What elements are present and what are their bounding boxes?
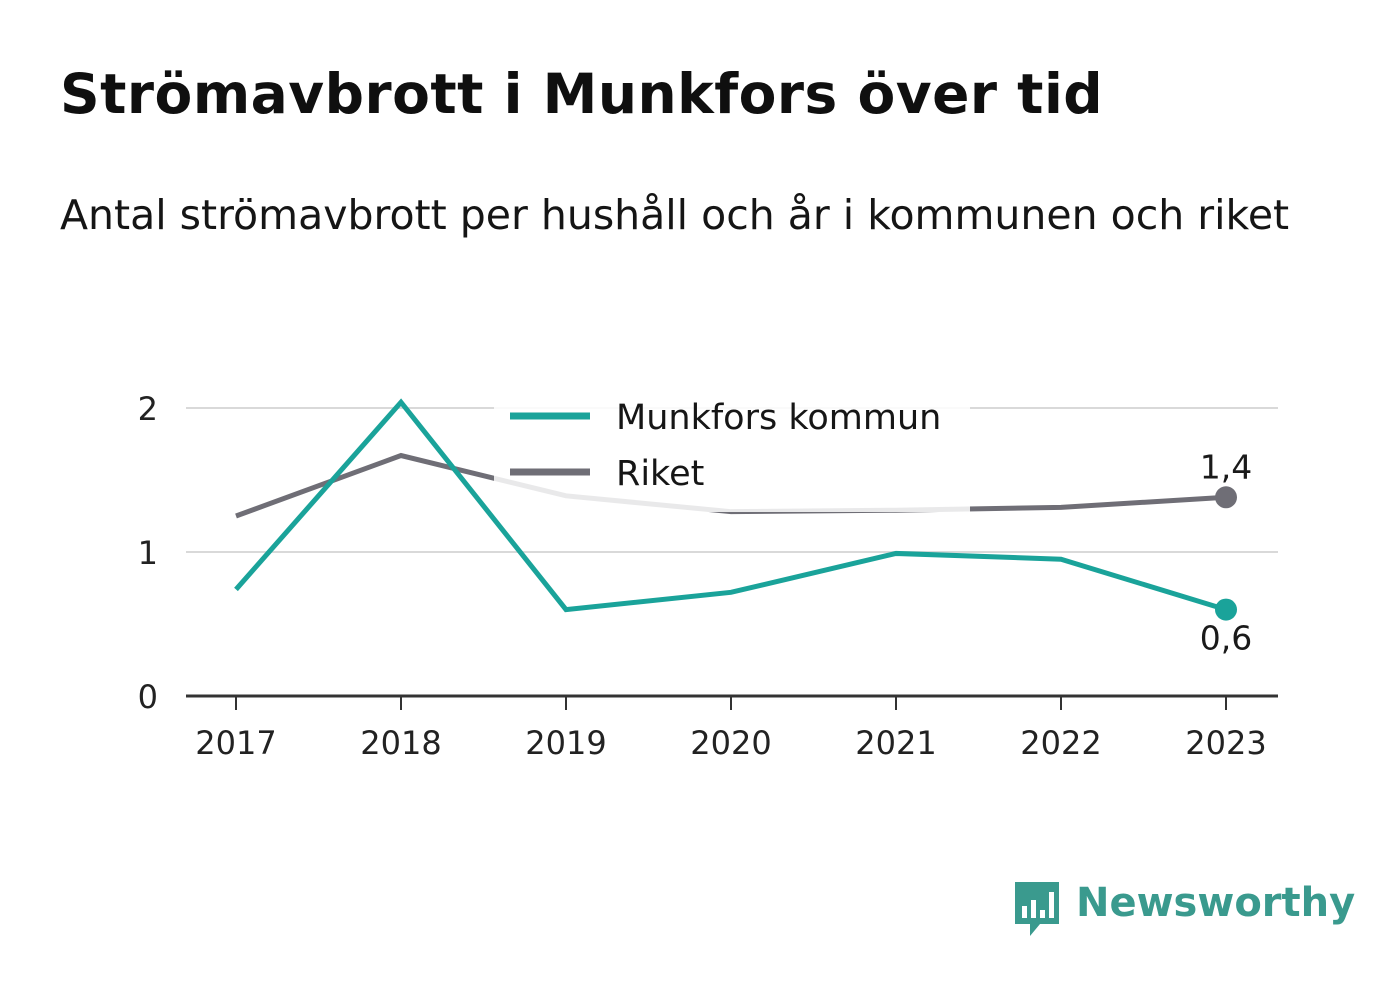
x-tick-label: 2021 xyxy=(855,724,936,762)
series-line-munkfors-kommun xyxy=(234,398,1227,613)
y-tick-labels: 0 1 2 xyxy=(138,390,158,716)
end-marker xyxy=(1215,486,1237,509)
x-tick-label: 2018 xyxy=(360,724,441,762)
end-value-label: 1,4 xyxy=(1200,447,1252,486)
y-tick-label: 0 xyxy=(138,678,158,716)
x-tick-label: 2017 xyxy=(195,724,276,762)
chart-subtitle: Antal strömavbrott per hushåll och år i … xyxy=(60,191,1290,239)
end-value-label: 0,6 xyxy=(1200,619,1252,658)
brand-name: Newsworthy xyxy=(1076,880,1356,926)
x-tick-label: 2023 xyxy=(1185,724,1266,762)
y-tick-label: 2 xyxy=(138,390,158,428)
legend: Munkfors kommun Riket xyxy=(494,388,970,512)
legend-background xyxy=(494,388,970,512)
newsworthy-logo: Newsworthy xyxy=(1012,880,1355,940)
x-tick-label: 2022 xyxy=(1020,724,1101,762)
end-marker xyxy=(1215,598,1237,621)
end-markers: 0,6 1,4 xyxy=(1200,447,1252,657)
legend-label: Riket xyxy=(616,454,704,494)
x-tick-label: 2020 xyxy=(690,724,771,762)
bar-chart-speech-bubble-icon xyxy=(1015,882,1059,936)
legend-label: Munkfors kommun xyxy=(616,398,941,438)
x-tick-label: 2019 xyxy=(525,724,606,762)
x-axis: 2017 2018 2019 2020 2021 2022 2023 xyxy=(186,694,1278,762)
chart-title: Strömavbrott i Munkfors över tid xyxy=(60,62,1104,126)
y-tick-label: 1 xyxy=(138,534,158,572)
